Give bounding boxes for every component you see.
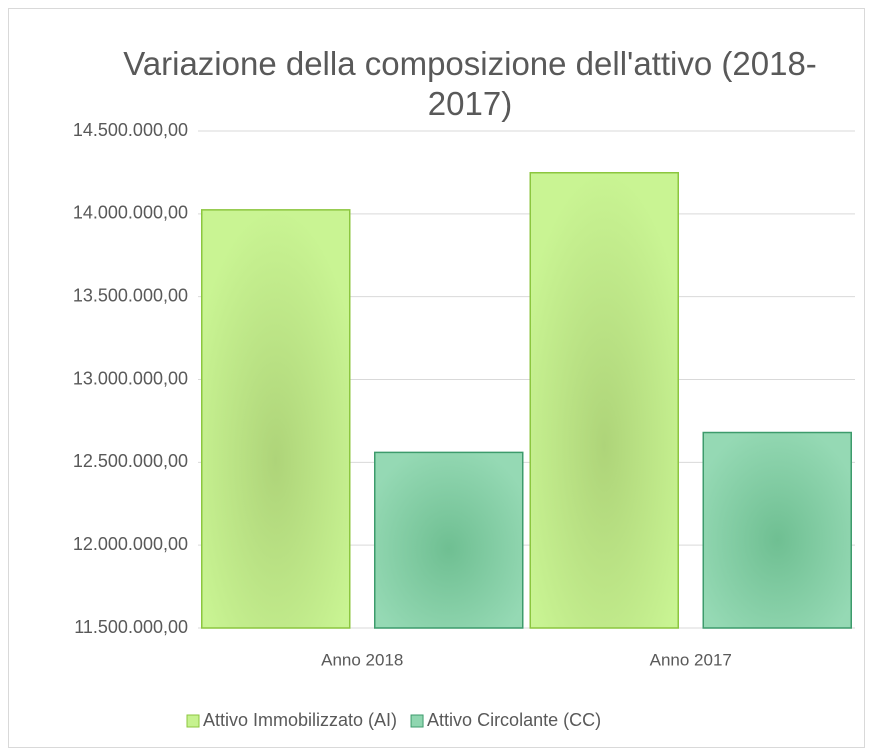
y-tick-label: 13.000.000,00	[73, 368, 188, 388]
bar	[702, 431, 852, 629]
chart-title: Variazione della composizione dell'attiv…	[123, 45, 817, 122]
legend-label: Attivo Circolante (CC)	[427, 710, 601, 730]
x-tick-label: Anno 2018	[321, 650, 403, 669]
legend-label: Attivo Immobilizzato (AI)	[203, 710, 397, 730]
bar	[529, 171, 679, 629]
legend-swatch	[410, 714, 424, 728]
bar	[201, 209, 351, 629]
y-tick-label: 14.500.000,00	[73, 120, 188, 140]
legend-swatch	[186, 714, 200, 728]
bar	[374, 451, 524, 629]
y-tick-label: 12.000.000,00	[73, 534, 188, 554]
x-tick-label: Anno 2017	[650, 650, 732, 669]
y-tick-label: 11.500.000,00	[74, 617, 188, 637]
y-tick-label: 14.000.000,00	[73, 203, 188, 223]
y-tick-label: 13.500.000,00	[73, 285, 188, 305]
y-tick-label: 12.500.000,00	[73, 451, 188, 471]
